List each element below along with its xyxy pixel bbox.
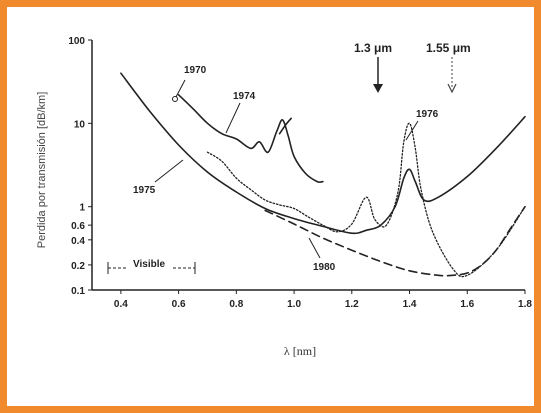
year-label-1974: 1974 [233,91,256,102]
x-tick-label: 0.4 [114,299,128,310]
x-tick-label: 1.6 [460,299,474,310]
series-layer [120,72,526,278]
year-label-1975: 1975 [133,185,156,196]
visible-label: Visible [133,259,165,270]
year-marker-1970 [172,96,178,102]
year-pointer-1970 [175,79,186,98]
wavelength-arrowhead-1-3 [373,84,383,93]
series-line-1976 [206,122,526,278]
chart-axes [91,40,525,291]
series-line-1975 [120,72,526,235]
x-tick-label: 0.8 [229,299,243,310]
y-tick-label: 1 [79,203,85,214]
y-tick-label: 0.1 [71,286,85,297]
y-tick-label: 0.6 [71,221,85,232]
year-pointer-1976 [405,120,419,141]
series-line-1980 [264,205,526,277]
y-tick-label: 0.2 [71,261,85,272]
y-tick-label: 0.4 [71,236,85,247]
year-label-1976: 1976 [416,109,439,120]
tick-layer: 0.4 0.6 0.8 1.0 1.2 1.4 1.6 1.8 100 10 1 0.6 0.4 0.2 0… [68,36,532,310]
wavelength-arrowhead-1-55 [447,83,457,94]
x-tick-label: 0.6 [172,299,186,310]
visible-label-bg [128,257,172,271]
x-tick-label: 1.2 [345,299,359,310]
year-label-1970: 1970 [184,65,207,76]
x-tick-label: 1.0 [287,299,301,310]
x-tick-label: 1.8 [518,299,532,310]
wavelength-label-1-55: 1.55 μm [426,41,471,55]
y-axis-label: Perdida por transmisión [dB/km] [36,92,48,249]
year-pointer-1974 [225,102,241,134]
y-tick-label: 100 [68,36,85,47]
year-label-1980: 1980 [313,262,336,273]
x-tick-label: 1.4 [403,299,417,310]
year-pointer-1980 [308,237,321,259]
year-pointer-1975 [154,159,184,183]
x-axis-label: λ [nm] [284,344,316,358]
series-line-1974 [177,94,324,183]
y-tick-label: 10 [74,119,86,130]
wavelength-label-1-3: 1.3 μm [354,41,392,55]
